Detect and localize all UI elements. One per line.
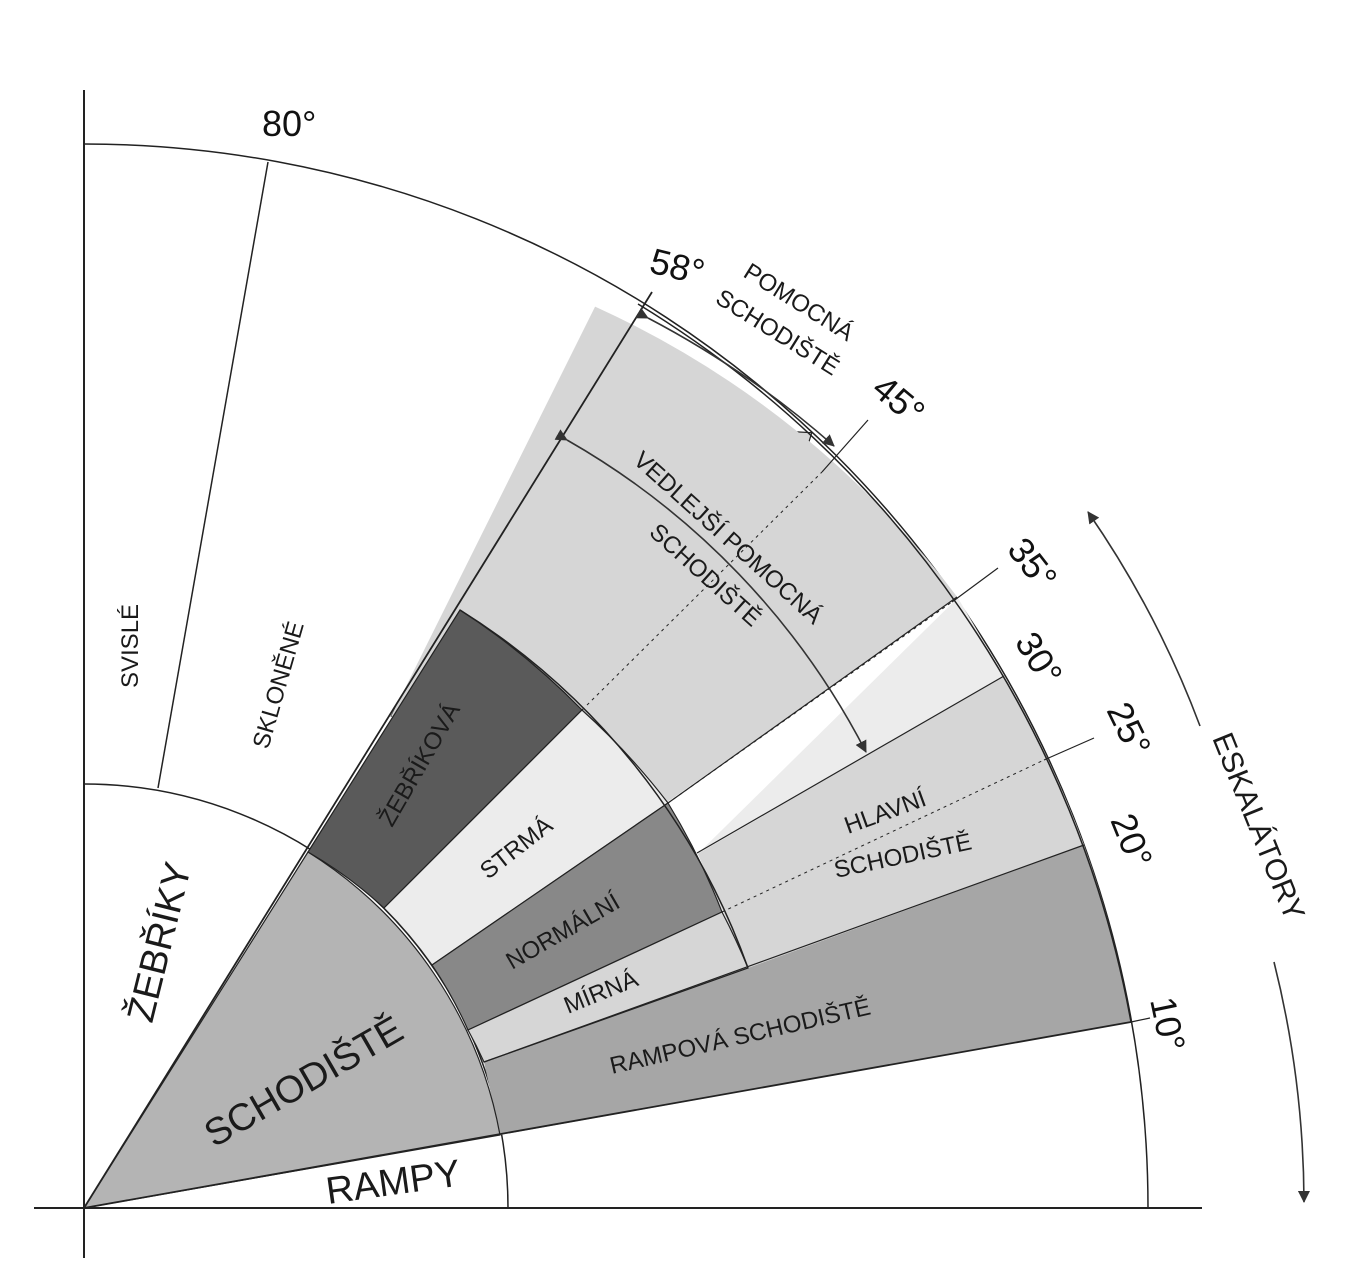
angle-45: 45°: [865, 367, 933, 433]
arc-965: [459, 609, 749, 969]
dotted-35: [667, 601, 953, 804]
angle-20: 20°: [1103, 808, 1161, 874]
line-80: [157, 161, 269, 789]
divider-30: [696, 675, 1005, 854]
region-hlavni: [697, 676, 1084, 968]
leader-10: [1130, 1017, 1151, 1023]
arrow-vedlejsi: [554, 429, 867, 753]
angle-30: 30°: [1007, 625, 1071, 693]
region-rampova: [484, 845, 1131, 1135]
label-zebriky: ŽEBŘÍKY: [119, 858, 200, 1026]
leader-35: [951, 567, 999, 603]
angle-35: 35°: [1000, 530, 1066, 598]
dotted-25: [721, 759, 1045, 913]
label-sklonene: SKLONĚNÉ: [248, 619, 310, 752]
label-svisle: SVISLÉ: [117, 604, 144, 688]
edge-10: [83, 1021, 1132, 1209]
divider-20: [483, 844, 1085, 1063]
leader-25: [1043, 737, 1095, 761]
arrow-eskalatory-top: [1087, 511, 1201, 727]
arrow-eskalatory-bottom: [1273, 961, 1310, 1203]
region-schodiste-inner: [82, 851, 501, 1209]
angle-80: 80°: [262, 103, 316, 144]
angle-10: 10°: [1142, 993, 1193, 1055]
angle-58: 58°: [646, 240, 709, 293]
label-eskalatory: ESKALÁTORY: [1206, 728, 1311, 925]
angle-25: 25°: [1099, 696, 1160, 763]
